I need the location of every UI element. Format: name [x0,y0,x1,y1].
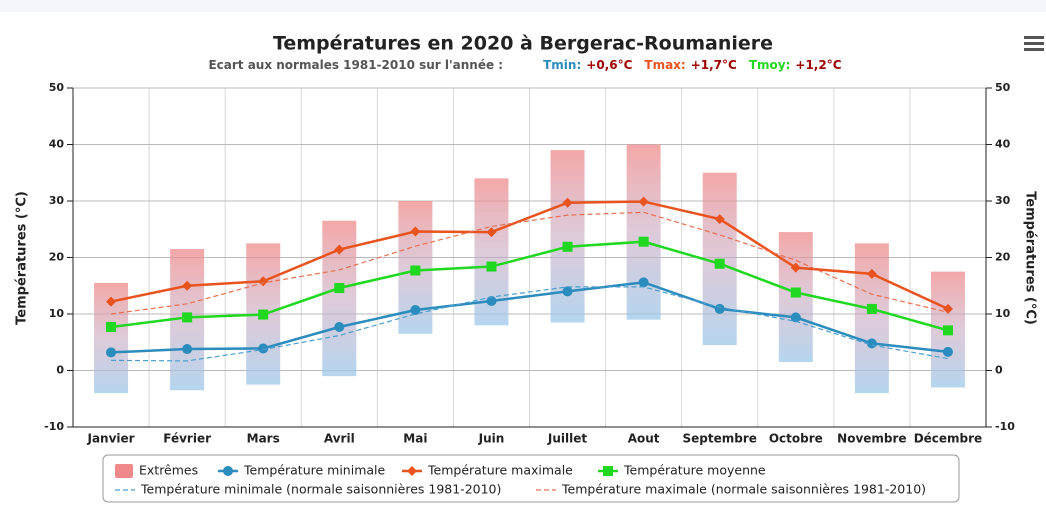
x-tick-label: Février [163,432,211,446]
extreme-bar [550,150,585,323]
data-point [562,241,573,252]
data-point [486,261,497,272]
y-tick-label: 40 [49,138,65,151]
data-point [410,226,421,237]
data-point [714,214,725,225]
data-point [638,196,649,207]
data-point [638,277,649,288]
extreme-bar [854,243,889,394]
series-line [110,240,949,332]
y2-tick-label: 20 [995,251,1011,264]
menu-bar[interactable] [1024,42,1044,45]
data-point [790,262,801,273]
legend-label: Température maximale [427,463,573,478]
series-line [110,200,949,311]
data-point [106,296,117,307]
extreme-bar [322,220,357,377]
normal-line [111,286,949,362]
x-tick-label: Septembre [683,432,757,446]
data-point [182,280,193,291]
y-axis-label: Températures (°C) [15,191,30,325]
series-line [110,281,949,354]
data-point [182,312,193,323]
x-tick-label: Novembre [837,432,906,446]
y2-tick-label: 30 [995,194,1011,207]
y2-tick-label: 10 [995,307,1011,320]
x-tick-label: Aout [628,432,660,446]
data-point [790,287,801,298]
data-point [866,303,877,314]
legend-label: Température minimale [243,463,386,478]
data-point [942,303,953,314]
chart-title: Températures en 2020 à Bergerac-Roumanie… [273,33,773,55]
y-tick-label: 30 [49,194,65,207]
subtitle-tmax-value: +1,7°C [691,58,737,72]
data-point [486,296,497,307]
x-tick-label: Janvier [86,432,134,446]
y2-tick-label: 40 [995,138,1011,151]
subtitle-tmin-value: +0,6°C [586,58,632,72]
data-point [866,268,877,279]
subtitle-text: Ecart aux normales 1981-2010 sur l'année… [208,58,503,72]
legend-label: Température moyenne [623,463,766,478]
data-point [182,344,193,355]
data-point [790,312,801,323]
data-point [942,325,953,336]
legend-box [102,454,960,503]
x-tick-label: Juillet [547,432,587,446]
subtitle-tmin-label: Tmin: [543,58,581,72]
data-point [334,283,345,294]
menu-bar[interactable] [1024,48,1044,51]
y2-tick-label: 50 [995,81,1011,94]
menu-button[interactable] [1024,36,1044,51]
legend-marker [223,466,233,476]
data-point [562,286,573,297]
y2-axis-label: Températures (°C) [1023,191,1038,325]
data-point [334,321,345,332]
subtitle-tmoy-value: +1,2°C [795,58,841,72]
y-tick-label: 50 [49,81,65,94]
subtitle-tmax-label: Tmax: [644,58,685,72]
y-tick-label: 20 [49,251,65,264]
y2-tick-label: -10 [995,420,1015,433]
legend-label: Température minimale (normale saisonnièr… [140,482,501,497]
legend-swatch [115,464,133,478]
data-point [410,265,421,276]
data-point [562,197,573,208]
data-point [258,343,269,354]
data-point [410,305,421,316]
data-point [334,244,345,255]
data-point [258,309,269,320]
data-point [638,236,649,247]
menu-bar[interactable] [1024,36,1044,39]
data-point [106,347,117,358]
x-tick-label: Décembre [914,432,983,446]
data-point [714,303,725,314]
data-point [942,346,953,357]
chart-subtitle: Ecart aux normales 1981-2010 sur l'année… [208,58,841,72]
top-strip [0,0,1046,12]
y-tick-label: -10 [44,420,64,433]
x-tick-label: Mai [403,432,427,446]
y-tick-label: 10 [49,307,65,320]
legend-label: Température maximale (normale saisonnièr… [561,482,926,497]
extreme-bar [626,144,661,320]
data-point [486,227,497,238]
y2-tick-label: 0 [995,364,1003,377]
subtitle-tmoy-label: Tmoy: [749,58,791,72]
legend-marker [407,466,417,476]
x-tick-label: Juin [478,432,505,446]
y-tick-label: 0 [56,364,64,377]
x-tick-label: Octobre [769,432,823,446]
x-tick-label: Avril [324,432,355,446]
legend-label: Extrêmes [139,463,198,478]
legend-marker [603,466,613,476]
data-point [106,321,117,332]
data-point [714,258,725,269]
x-tick-label: Mars [247,432,280,446]
